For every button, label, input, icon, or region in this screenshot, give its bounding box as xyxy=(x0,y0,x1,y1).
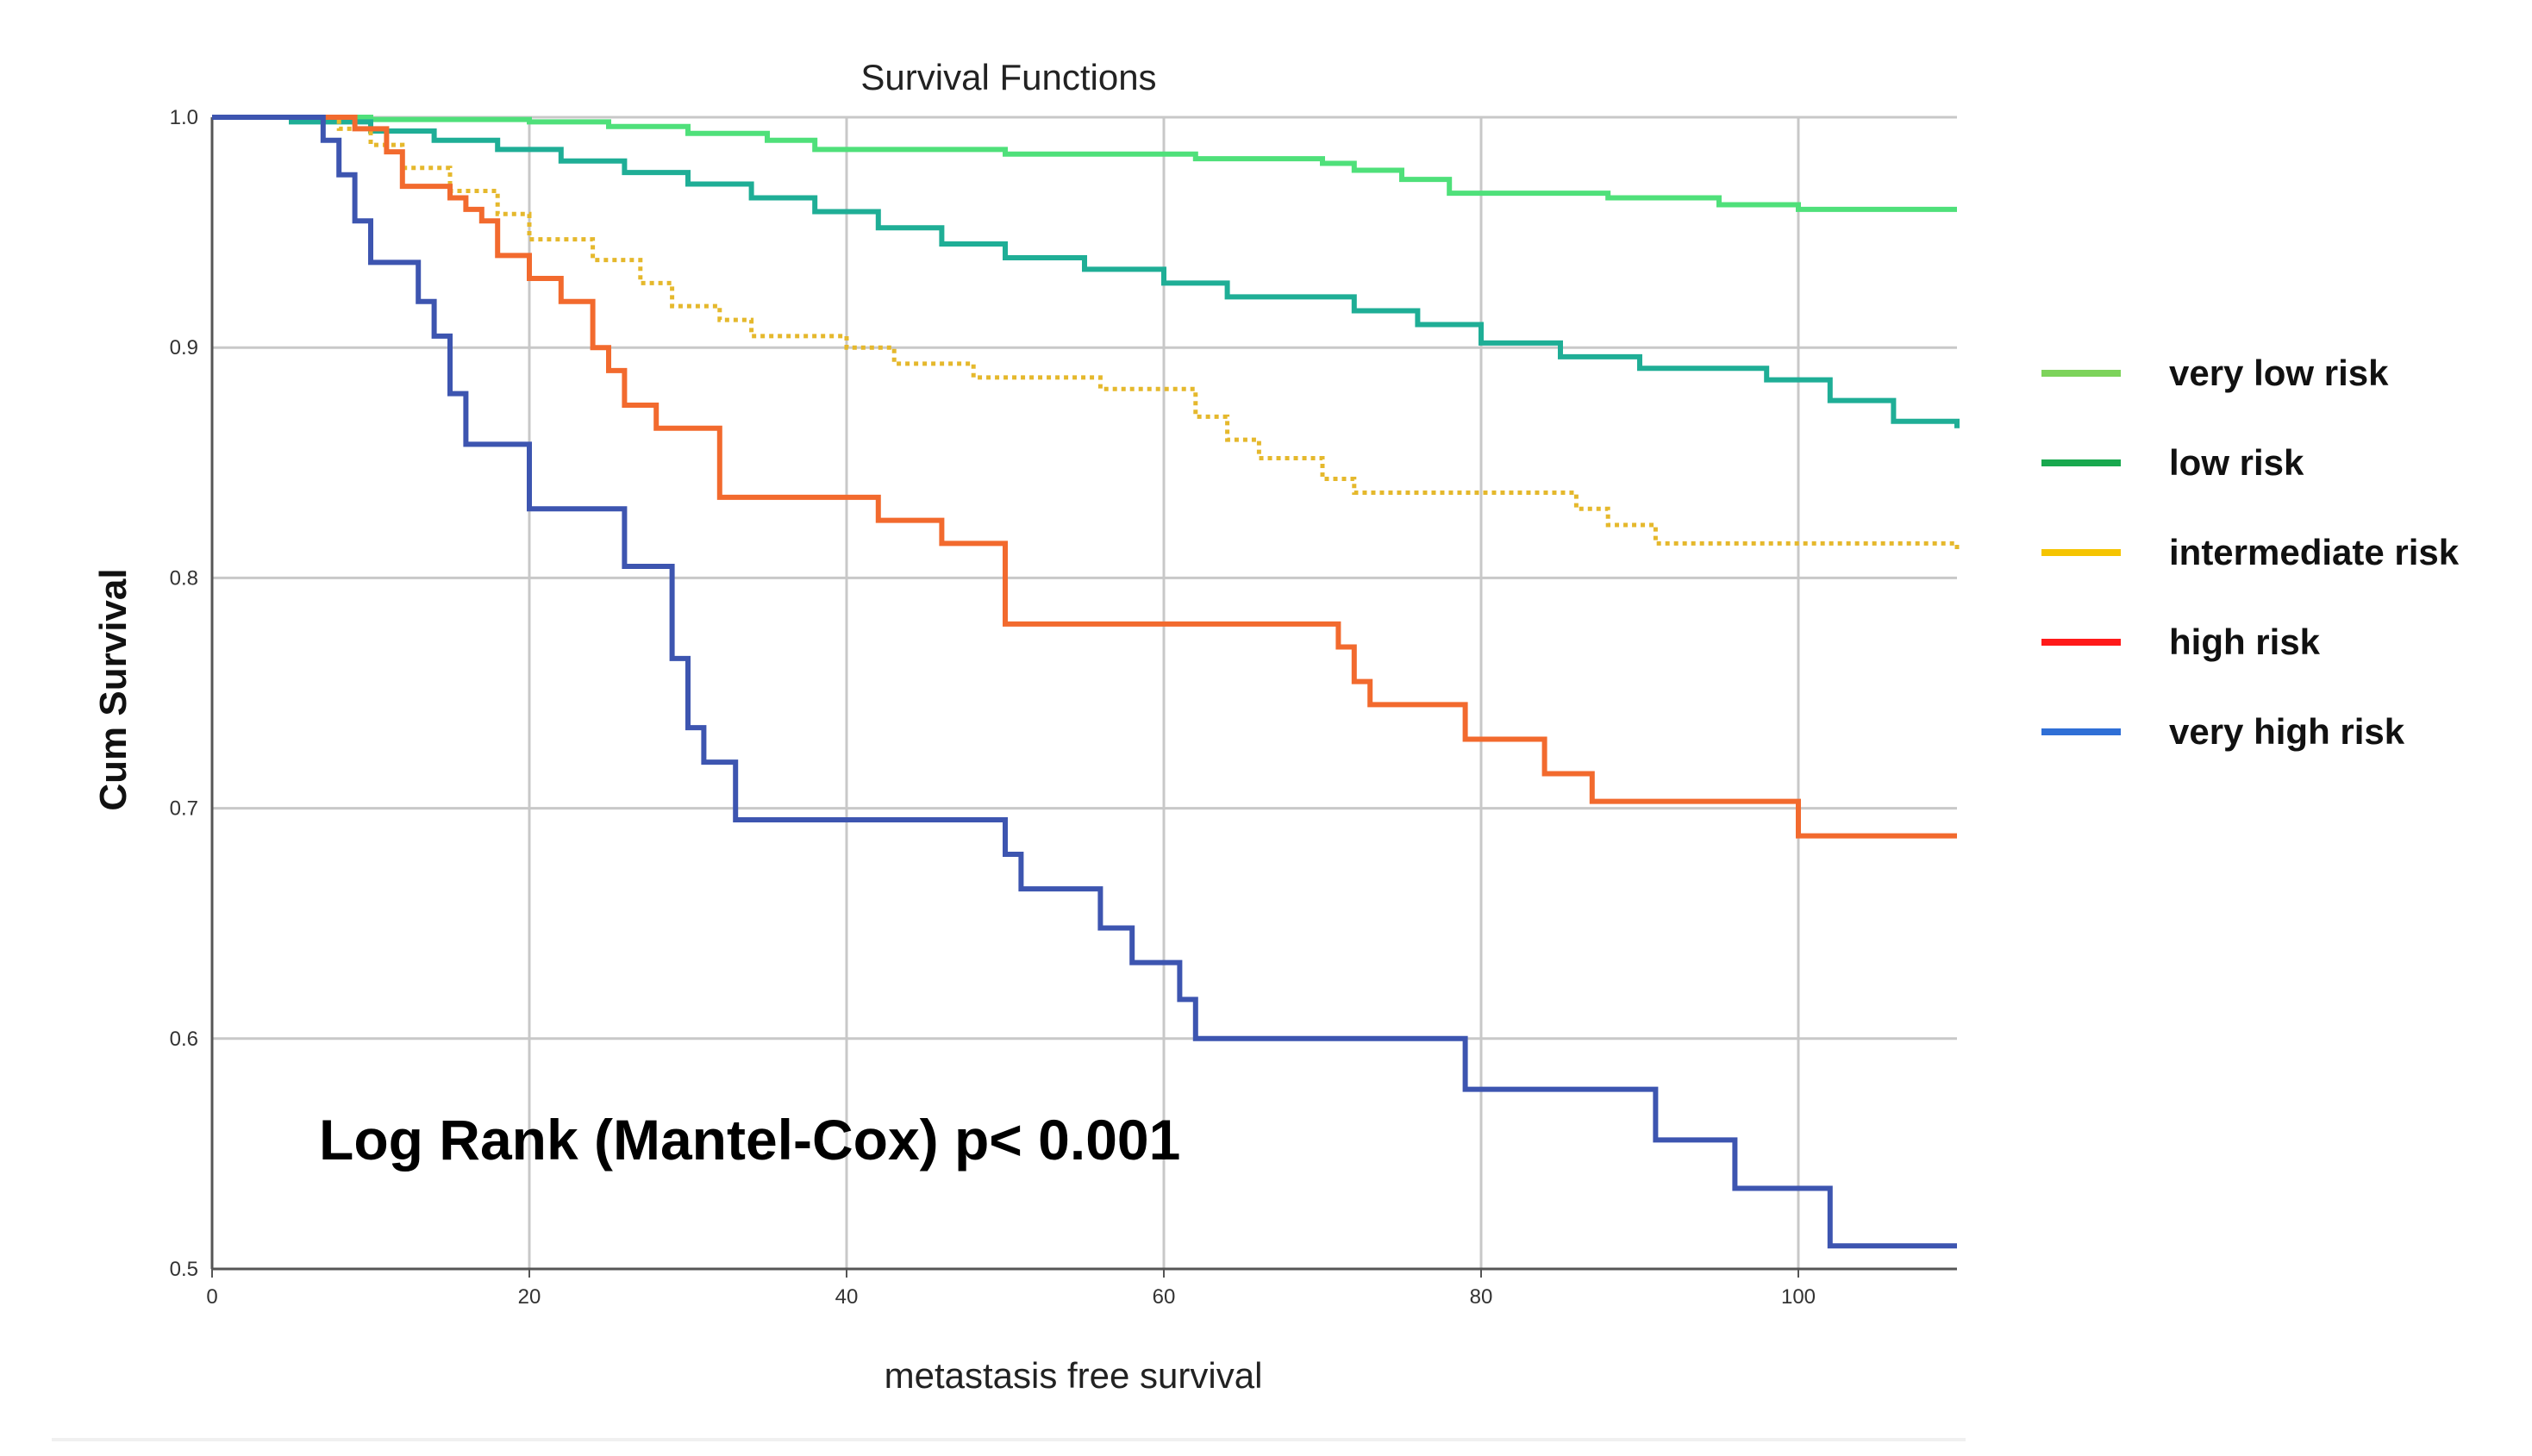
y-tick-label: 0.6 xyxy=(170,1028,198,1051)
series-line-very-high-risk xyxy=(212,115,1957,1249)
series-line-high-risk xyxy=(212,115,1957,839)
x-tick-label: 40 xyxy=(835,1285,859,1309)
chart-title: Survival Functions xyxy=(860,57,1156,97)
x-tick-label: 0 xyxy=(206,1285,217,1309)
legend-label-very-low-risk: very low risk xyxy=(2169,353,2389,393)
legend-label-high-risk: high risk xyxy=(2169,622,2321,662)
x-tick-label: 80 xyxy=(1470,1285,1493,1309)
tick-labels: 0.5 0.6 0.7 0.8 0.9 1.0 0 20 40 60 80 100 xyxy=(170,106,1816,1309)
legend-label-low-risk: low risk xyxy=(2169,442,2304,483)
y-tick-label: 0.5 xyxy=(170,1258,198,1281)
x-tick-label: 60 xyxy=(1153,1285,1176,1309)
axes xyxy=(210,117,1957,1278)
y-axis-label: Cum Survival xyxy=(92,568,134,810)
series-lines xyxy=(212,115,1960,1249)
series-line-very-low-risk xyxy=(212,115,1957,212)
log-rank-annotation: Log Rank (Mantel-Cox) p< 0.001 xyxy=(319,1108,1180,1172)
bottom-separator xyxy=(52,1438,1966,1441)
legend-label-very-high-risk: very high risk xyxy=(2169,711,2405,752)
y-tick-label: 0.7 xyxy=(170,797,198,821)
y-tick-label: 1.0 xyxy=(170,106,198,129)
x-tick-label: 20 xyxy=(518,1285,541,1309)
series-line-low-risk xyxy=(212,115,1960,428)
legend-label-intermediate-risk: intermediate risk xyxy=(2169,532,2460,572)
x-axis-label: metastasis free survival xyxy=(885,1355,1263,1396)
y-tick-label: 0.8 xyxy=(170,566,198,590)
x-tick-label: 100 xyxy=(1781,1285,1816,1309)
y-tick-label: 0.9 xyxy=(170,336,198,359)
legend: very low risk low risk intermediate risk hi… xyxy=(2041,353,2460,752)
